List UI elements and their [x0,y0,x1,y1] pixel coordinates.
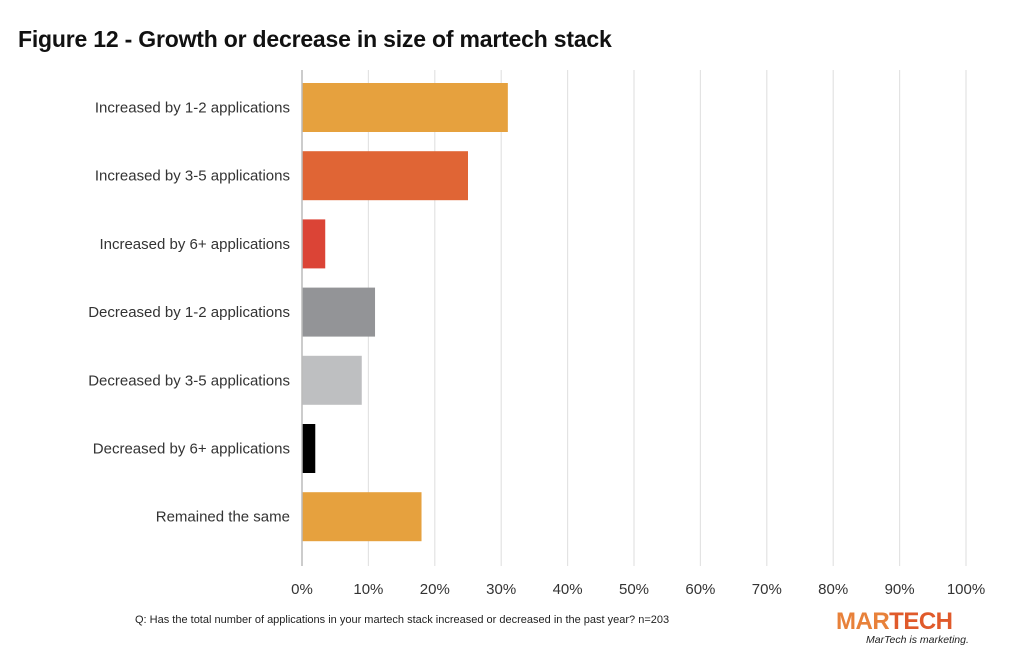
y-category-label: Increased by 1-2 applications [95,100,290,117]
x-tick-label: 20% [420,581,450,598]
x-tick-label: 30% [486,581,516,598]
bar [302,219,326,269]
x-tick-label: 50% [619,581,649,598]
martech-logo: MARTECH MarTech is marketing. [836,608,969,647]
bar [302,83,508,132]
bar [302,355,362,405]
y-category-label: Increased by 6+ applications [99,236,290,253]
bar [302,424,316,473]
x-tick-label: 0% [291,581,313,598]
logo-tagline: MarTech is marketing. [866,634,969,646]
bar [302,492,422,542]
y-category-label: Remained the same [156,509,290,526]
bar [302,287,376,337]
logo-part2: TECH [889,608,953,635]
x-tick-label: 70% [752,581,782,598]
x-tick-label: 90% [885,581,915,598]
x-tick-label: 10% [353,581,383,598]
x-tick-label: 80% [818,581,848,598]
logo-part1: MAR [836,608,890,635]
x-tick-label: 100% [947,581,985,598]
bar [302,151,468,201]
bar-chart: 0% 10% 20% 30% 40% 50% 60% 70% 80% 90% 100% Increas… [88,70,985,598]
y-category-label: Decreased by 1-2 applications [88,304,290,321]
y-category-label: Decreased by 3-5 applications [88,372,290,389]
y-category-label: Decreased by 6+ applications [93,441,290,458]
chart-title: Figure 12 - Growth or decrease in size o… [18,26,612,52]
x-tick-label: 40% [553,581,583,598]
footnote: Q: Has the total number of applications … [135,614,670,626]
x-tick-label: 60% [685,581,715,598]
y-category-label: Increased by 3-5 applications [95,168,290,185]
